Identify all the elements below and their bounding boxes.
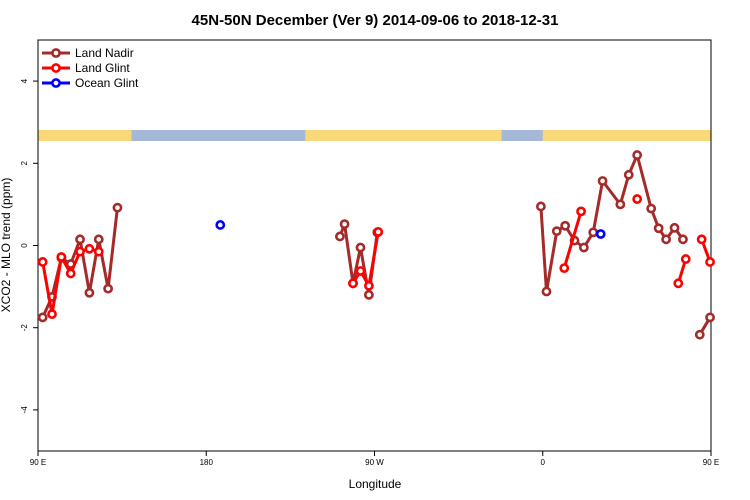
data-point [373,227,384,237]
data-point [653,223,664,234]
data-point [595,229,606,239]
data-point [215,220,226,230]
legend-label: Land Glint [75,61,130,75]
data-point [646,203,657,214]
legend-marker [51,63,61,73]
data-point [65,268,76,279]
legend-marker [51,78,61,88]
x-axis-title: Longitude [349,477,402,491]
data-point [84,287,95,298]
data-point [93,234,104,245]
data-point [696,234,707,245]
data-point [678,234,688,245]
y-axis: -4 -2 0 2 4 [20,78,38,413]
data-point [348,278,358,289]
data-point [559,263,570,274]
legend-item: Land Glint [42,61,130,75]
legend-marker [51,48,61,58]
data-point [75,246,85,257]
data-point [75,234,85,245]
series-line [562,210,583,269]
legend-item: Ocean Glint [42,76,139,90]
data-point [551,226,562,237]
data-point [578,242,589,253]
data-point [576,206,586,217]
data-point [560,220,571,231]
data-point [84,243,95,254]
legend-item: Land Nadir [42,46,134,60]
series-line [539,153,685,294]
data-point [632,150,643,160]
data-point [632,194,643,204]
data-point [541,286,552,297]
y-tick-label: -2 [20,324,29,332]
data-point [335,231,345,242]
series-layer [37,150,715,340]
data-point [694,329,705,340]
x-tick-label: 90 E [30,458,46,467]
data-point [535,201,546,212]
data-point [47,309,57,320]
data-point [673,278,684,289]
map-strip [38,130,711,141]
y-tick-label: -4 [20,406,29,414]
x-axis: 90 E 180 90 W 0 90 E [30,451,719,467]
y-axis-title: XCO2 - MLO trend (ppm) [0,178,13,313]
data-point [355,242,366,253]
data-point [93,246,104,257]
data-point [669,222,680,233]
data-point [56,252,67,262]
x-tick-label: 0 [541,458,546,467]
data-point [705,312,715,323]
data-point [363,280,374,291]
data-point [615,199,626,210]
x-tick-label: 90 E [703,458,719,467]
series-land-glint [37,194,715,320]
data-point [355,266,366,276]
y-tick-label: 2 [20,161,29,166]
series-line [351,231,380,288]
map-land [305,130,502,141]
data-point [103,283,114,294]
legend-label: Land Nadir [75,46,134,60]
data-point [680,254,691,264]
data-point [112,202,123,213]
map-land [542,130,711,141]
data-point [339,219,350,230]
series-ocean-glint [215,220,606,239]
data-point [661,234,672,245]
x-tick-label: 180 [200,458,214,467]
x-tick-label: 90 W [365,458,384,467]
y-tick-label: 0 [20,243,29,248]
data-point [588,227,599,238]
y-tick-label: 4 [20,78,29,83]
chart-title: 45N-50N December (Ver 9) 2014-09-06 to 2… [192,12,559,29]
series-land-nadir [37,150,715,340]
legend-label: Ocean Glint [75,76,139,90]
data-point [623,169,634,180]
data-point [37,312,48,323]
map-land [38,130,132,141]
data-point [705,257,715,267]
data-point [37,257,48,267]
data-point [363,289,374,300]
data-point [597,176,608,186]
